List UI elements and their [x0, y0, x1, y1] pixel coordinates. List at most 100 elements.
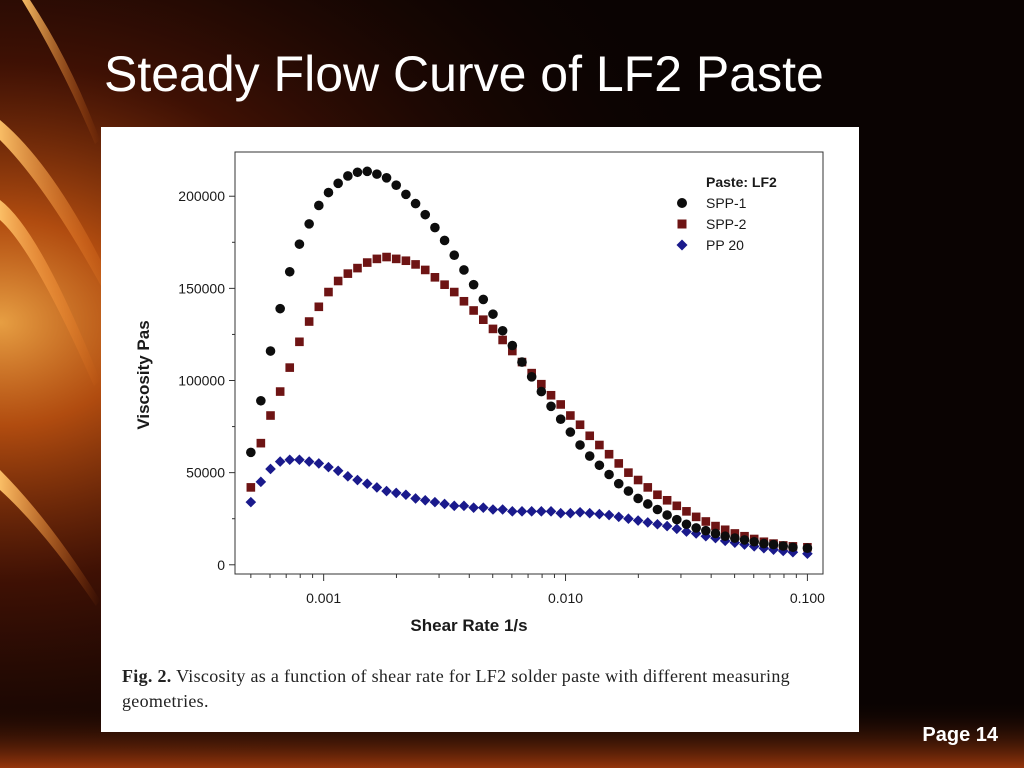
data-point-spp2 [275, 387, 285, 396]
data-point-spp2 [333, 276, 343, 286]
data-point-spp2 [411, 260, 420, 269]
legend-label: SPP-1 [706, 195, 747, 211]
y-tick-label: 0 [217, 557, 225, 573]
data-point-spp2 [643, 483, 653, 492]
data-point-spp2 [362, 258, 372, 267]
data-point-spp2 [304, 317, 314, 326]
data-point-spp1 [488, 309, 498, 319]
data-point-spp1 [759, 538, 769, 549]
viscosity-chart: 0 50000 100000 150000 200000 0.001 0.010 0.100 S… [134, 151, 825, 635]
data-point-pp20 [274, 456, 286, 467]
data-point-spp2 [595, 440, 604, 450]
data-point-spp2 [459, 296, 469, 306]
data-point-spp1 [604, 469, 614, 480]
data-point-spp1 [284, 266, 295, 277]
legend-marker-spp1 [677, 198, 687, 208]
data-point-spp2 [720, 525, 730, 535]
data-point-pp20 [613, 511, 625, 523]
data-point-spp1 [449, 250, 460, 260]
data-point-spp2 [440, 280, 449, 289]
legend-marker-spp2 [677, 219, 687, 229]
data-point-spp1 [381, 172, 392, 183]
legend-title: Paste: LF2 [706, 174, 777, 190]
data-point-spp1 [343, 171, 353, 181]
data-point-spp2 [566, 411, 575, 420]
x-tick-label: 0.010 [548, 590, 583, 606]
data-point-spp2 [391, 254, 401, 264]
data-point-pp20 [381, 485, 392, 497]
data-point-spp1 [246, 447, 256, 458]
data-point-spp1 [459, 265, 469, 275]
data-point-spp1 [575, 440, 585, 450]
data-point-pp20 [245, 496, 257, 508]
slide-title: Steady Flow Curve of LF2 Paste [104, 46, 824, 102]
data-point-pp20 [313, 458, 325, 469]
legend-label: SPP-2 [706, 216, 747, 232]
data-point-pp20 [448, 500, 460, 512]
data-point-spp2 [691, 512, 701, 522]
data-point-pp20 [603, 509, 615, 521]
y-tick-label: 50000 [186, 465, 225, 481]
data-point-spp1 [623, 486, 634, 496]
data-point-pp20 [516, 506, 528, 517]
data-point-spp2 [353, 263, 362, 273]
data-point-spp2 [498, 335, 507, 345]
data-point-spp2 [246, 483, 256, 492]
data-point-pp20 [477, 502, 489, 513]
plot-frame [234, 151, 824, 575]
data-point-pp20 [265, 463, 276, 475]
data-point-pp20 [652, 518, 663, 530]
data-point-pp20 [439, 498, 450, 510]
data-point-spp1 [352, 167, 363, 178]
data-point-spp2 [401, 256, 411, 266]
figure-caption: Fig. 2. Viscosity as a function of shear… [122, 664, 842, 714]
caption-label: Fig. 2. [122, 666, 172, 686]
data-point-spp1 [294, 239, 305, 249]
data-point-spp2 [469, 306, 478, 315]
data-point-spp2 [556, 400, 565, 409]
data-point-pp20 [303, 456, 315, 467]
data-point-pp20 [507, 506, 518, 517]
data-point-pp20 [565, 507, 576, 519]
data-point-spp1 [710, 528, 721, 539]
data-point-spp2 [430, 273, 440, 282]
data-point-spp2 [672, 501, 682, 511]
data-point-spp2 [449, 287, 459, 297]
data-point-pp20 [332, 465, 344, 477]
data-point-spp1 [802, 543, 813, 554]
data-point-pp20 [294, 454, 305, 466]
data-point-pp20 [545, 506, 557, 517]
data-point-spp2 [285, 363, 295, 372]
data-point-spp2 [478, 315, 488, 324]
flare-streak [0, 120, 120, 306]
figure-panel: 0 50000 100000 150000 200000 0.001 0.010 0.100 S… [101, 127, 859, 732]
data-point-spp1 [681, 519, 692, 530]
data-point-spp1 [275, 303, 285, 314]
data-point-spp1 [265, 346, 276, 356]
data-point-spp1 [633, 493, 643, 504]
data-point-spp1 [526, 372, 537, 382]
data-point-pp20 [419, 494, 431, 506]
data-point-spp1 [333, 178, 343, 189]
data-point-spp2 [604, 449, 614, 459]
x-tick-label: 0.100 [790, 590, 825, 606]
data-point-spp2 [266, 411, 275, 420]
data-point-spp1 [256, 395, 266, 406]
y-tick-label: 200000 [178, 188, 225, 204]
data-point-spp1 [701, 525, 711, 536]
data-point-spp1 [739, 535, 750, 545]
data-point-pp20 [487, 504, 499, 515]
data-point-pp20 [410, 493, 421, 504]
data-point-spp2 [324, 287, 333, 297]
data-point-spp1 [314, 200, 324, 211]
data-point-pp20 [681, 526, 692, 537]
data-point-pp20 [468, 502, 479, 513]
data-point-spp1 [788, 542, 798, 553]
data-point-spp2 [701, 517, 711, 526]
data-point-pp20 [458, 500, 470, 512]
data-point-spp1 [304, 219, 314, 229]
x-tick-label: 0.001 [306, 590, 341, 606]
data-point-pp20 [400, 489, 412, 501]
page-number: Page 14 [922, 724, 998, 746]
data-point-spp1 [497, 325, 508, 336]
